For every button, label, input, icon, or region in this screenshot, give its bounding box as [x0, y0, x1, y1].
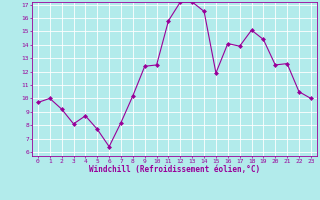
X-axis label: Windchill (Refroidissement éolien,°C): Windchill (Refroidissement éolien,°C)	[89, 165, 260, 174]
